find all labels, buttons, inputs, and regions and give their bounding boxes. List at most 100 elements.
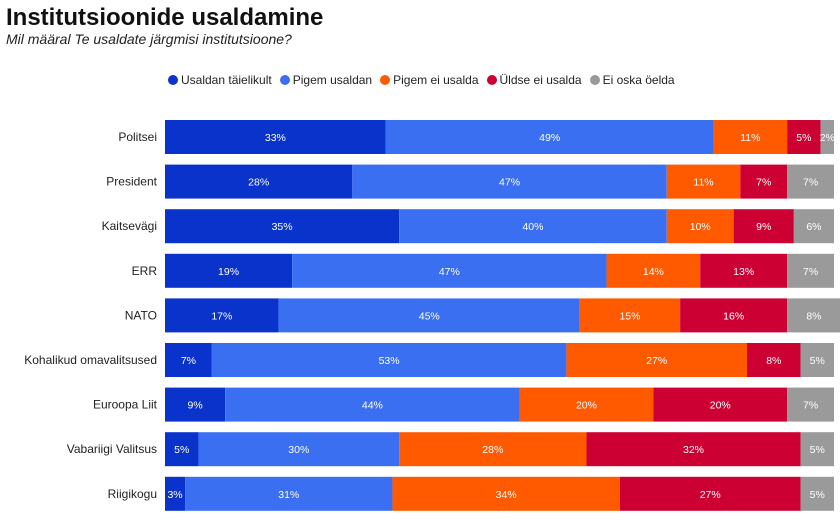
data-label: 5% bbox=[174, 444, 189, 456]
data-label: 53% bbox=[379, 355, 400, 367]
bar-segment[interactable] bbox=[733, 209, 794, 244]
legend-marker-icon bbox=[279, 75, 290, 85]
legend-marker-icon bbox=[486, 75, 497, 85]
legend-marker-icon bbox=[589, 75, 600, 85]
bar-segment[interactable] bbox=[619, 476, 801, 511]
data-label: 27% bbox=[700, 489, 721, 501]
bar-segment[interactable] bbox=[225, 387, 520, 422]
bar-segment[interactable] bbox=[700, 253, 788, 288]
bar-segment[interactable] bbox=[165, 253, 293, 288]
bar-segment[interactable] bbox=[566, 343, 748, 377]
data-label: 10% bbox=[690, 221, 711, 233]
bar-segment[interactable] bbox=[165, 209, 400, 244]
data-label: 7% bbox=[803, 266, 818, 278]
bar-segment[interactable] bbox=[653, 387, 788, 422]
bar-segment[interactable] bbox=[787, 253, 834, 288]
legend-marker-icon bbox=[168, 75, 178, 85]
data-label: 33% bbox=[265, 132, 286, 144]
category-label: President bbox=[106, 175, 157, 189]
data-label: 32% bbox=[683, 444, 704, 456]
data-label: 47% bbox=[439, 266, 460, 278]
bar-segment[interactable] bbox=[165, 164, 353, 199]
data-label: 20% bbox=[710, 400, 731, 412]
data-label: 49% bbox=[539, 132, 560, 144]
data-label: 5% bbox=[810, 444, 825, 456]
bar-segment[interactable] bbox=[165, 476, 186, 511]
legend-label: Pigem usaldan bbox=[292, 73, 373, 87]
bar-segment[interactable] bbox=[680, 298, 788, 333]
bar-segment[interactable] bbox=[579, 298, 681, 333]
data-label: 3% bbox=[167, 489, 182, 501]
bar-segment[interactable] bbox=[800, 432, 834, 467]
bar-segment[interactable] bbox=[352, 164, 667, 199]
data-label: 20% bbox=[576, 400, 597, 412]
bar-segment[interactable] bbox=[787, 120, 821, 154]
bar-segment[interactable] bbox=[606, 253, 701, 288]
data-label: 8% bbox=[766, 355, 781, 367]
bar-segment[interactable] bbox=[399, 432, 587, 467]
category-label: Kohalikud omavalitsused bbox=[24, 353, 157, 367]
legend: Usaldan täielikult Pigem usaldan Pigem ei … bbox=[168, 73, 675, 87]
bar-segment[interactable] bbox=[666, 209, 734, 244]
bar-segment[interactable] bbox=[713, 120, 788, 154]
bar-segment[interactable] bbox=[740, 164, 788, 199]
data-label: 8% bbox=[806, 310, 821, 322]
legend-item[interactable]: Üldse ei usalda bbox=[486, 73, 582, 87]
data-label: 5% bbox=[796, 132, 811, 144]
bar-segment[interactable] bbox=[519, 387, 654, 422]
data-label: 7% bbox=[803, 400, 818, 412]
data-label: 5% bbox=[810, 489, 825, 501]
bar-segment[interactable] bbox=[793, 209, 834, 244]
legend-item[interactable]: Pigem ei usalda bbox=[380, 73, 479, 87]
category-label: Politsei bbox=[118, 130, 157, 144]
data-label: 19% bbox=[218, 266, 239, 278]
bar-segment[interactable] bbox=[165, 298, 279, 333]
legend-label: Üldse ei usalda bbox=[499, 73, 582, 87]
data-label: 16% bbox=[723, 310, 744, 322]
data-label: 15% bbox=[619, 310, 640, 322]
bar-segment[interactable] bbox=[820, 120, 834, 154]
legend-item[interactable]: Usaldan täielikult bbox=[168, 73, 272, 87]
bar-segment[interactable] bbox=[800, 343, 834, 377]
bar-segment[interactable] bbox=[747, 343, 801, 377]
bar-segment[interactable] bbox=[787, 298, 840, 333]
category-label: Vabariigi Valitsus bbox=[67, 442, 157, 456]
bar-segment[interactable] bbox=[165, 387, 226, 422]
bar-segment[interactable] bbox=[385, 120, 714, 154]
category-label: Euroopa Liit bbox=[93, 398, 158, 412]
bar-segment[interactable] bbox=[165, 120, 386, 154]
data-label: 28% bbox=[248, 177, 269, 189]
bar-segment[interactable] bbox=[292, 253, 607, 288]
data-label: 35% bbox=[272, 221, 293, 233]
bar-segment[interactable] bbox=[392, 476, 620, 511]
data-label: 2% bbox=[820, 132, 835, 144]
data-label: 13% bbox=[733, 266, 754, 278]
data-label: 34% bbox=[496, 489, 517, 501]
data-label: 14% bbox=[643, 266, 664, 278]
chart-subtitle: Mil määral Te usaldate järgmisi institut… bbox=[6, 31, 292, 47]
data-label: 31% bbox=[278, 489, 299, 501]
legend-item[interactable]: Pigem usaldan bbox=[279, 73, 373, 87]
bar-segment[interactable] bbox=[165, 432, 199, 467]
data-label: 28% bbox=[482, 444, 503, 456]
data-label: 7% bbox=[181, 355, 196, 367]
data-label: 9% bbox=[756, 221, 771, 233]
data-label: 40% bbox=[522, 221, 543, 233]
bar-segment[interactable] bbox=[787, 387, 834, 422]
bar-segment[interactable] bbox=[278, 298, 580, 333]
legend-marker-icon bbox=[380, 75, 391, 85]
legend-item[interactable]: Ei oska öelda bbox=[589, 73, 675, 87]
bar-segment[interactable] bbox=[787, 164, 834, 199]
bar-segment[interactable] bbox=[399, 209, 667, 244]
bar-segment[interactable] bbox=[185, 476, 393, 511]
data-label: 45% bbox=[419, 310, 440, 322]
bar-segment[interactable] bbox=[800, 476, 834, 511]
data-label: 5% bbox=[810, 355, 825, 367]
bar-segment[interactable] bbox=[666, 164, 741, 199]
data-label: 17% bbox=[211, 310, 232, 322]
bar-segment[interactable] bbox=[198, 432, 400, 467]
data-label: 7% bbox=[756, 177, 771, 189]
bar-segment[interactable] bbox=[165, 343, 212, 377]
bar-segment[interactable] bbox=[211, 343, 567, 377]
bar-segment[interactable] bbox=[586, 432, 801, 467]
